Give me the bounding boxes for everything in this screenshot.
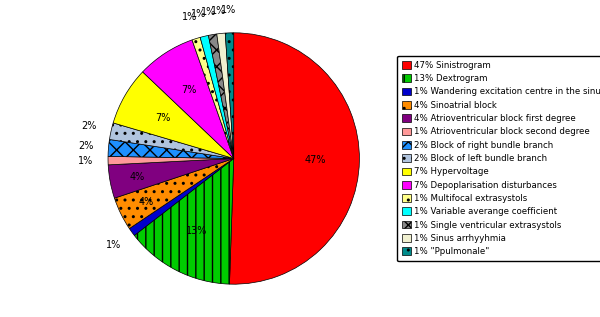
Wedge shape: [113, 72, 234, 158]
Wedge shape: [208, 34, 234, 158]
Wedge shape: [115, 158, 234, 229]
Wedge shape: [192, 37, 234, 158]
Text: 2%: 2%: [81, 121, 97, 131]
Legend: 47% Sinistrogram, 13% Dextrogram, 1% Wandering excitation centre in the sinus no: 47% Sinistrogram, 13% Dextrogram, 1% Wan…: [397, 56, 600, 261]
Wedge shape: [143, 40, 234, 158]
Text: 7%: 7%: [182, 85, 197, 95]
Wedge shape: [130, 158, 234, 236]
Text: 1%: 1%: [221, 5, 236, 15]
Text: 1%: 1%: [201, 7, 217, 17]
Text: 13%: 13%: [186, 226, 207, 236]
Wedge shape: [200, 36, 234, 158]
Wedge shape: [229, 33, 359, 284]
Text: 1%: 1%: [182, 12, 197, 22]
Wedge shape: [134, 158, 234, 284]
Wedge shape: [225, 33, 234, 158]
Text: 1%: 1%: [191, 9, 206, 19]
Text: 47%: 47%: [305, 155, 326, 165]
Text: 7%: 7%: [155, 113, 170, 123]
Text: 4%: 4%: [138, 197, 154, 207]
Text: 2%: 2%: [78, 141, 94, 151]
Wedge shape: [108, 158, 234, 198]
Text: 1%: 1%: [106, 240, 121, 250]
Text: 1%: 1%: [78, 156, 93, 166]
Wedge shape: [217, 33, 234, 158]
Wedge shape: [108, 139, 234, 158]
Text: 1%: 1%: [211, 6, 226, 16]
Wedge shape: [108, 156, 234, 165]
Text: 4%: 4%: [130, 171, 145, 182]
Wedge shape: [109, 123, 234, 158]
